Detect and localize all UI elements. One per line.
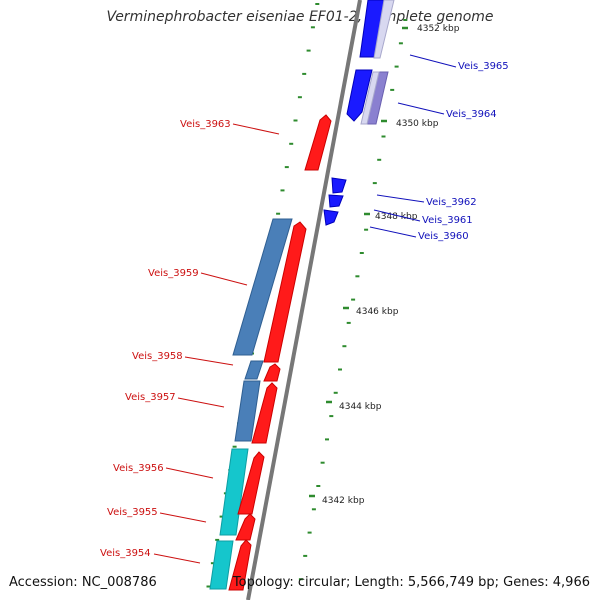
genome-title: Verminephrobacter eiseniae EF01-2, compl… <box>106 9 494 25</box>
label-leader <box>165 467 214 479</box>
gene-block[interactable] <box>219 448 249 536</box>
label-leader <box>409 54 457 68</box>
position-label-4352: 4352 kbp <box>417 24 460 34</box>
gene-block[interactable] <box>234 380 261 442</box>
gene-label-veis-3962[interactable]: Veis_3962 <box>426 197 477 208</box>
gene-block[interactable] <box>244 360 264 380</box>
label-leader <box>373 209 421 222</box>
position-label-4348: 4348 kbp <box>375 212 418 222</box>
gene-block[interactable] <box>360 71 380 125</box>
gene-arrow-veis-3963[interactable] <box>304 114 332 171</box>
gene-arrow-veis-3956[interactable] <box>237 451 265 515</box>
label-leader <box>200 272 248 286</box>
gene-label-veis-3961[interactable]: Veis_3961 <box>422 215 473 226</box>
label-leader <box>159 512 207 523</box>
label-leader <box>376 194 425 203</box>
gene-label-veis-3965[interactable]: Veis_3965 <box>458 61 509 72</box>
gene-arrow-veis-3960[interactable] <box>323 209 339 226</box>
gene-label-veis-3957[interactable]: Veis_3957 <box>125 392 176 403</box>
forward-context-track <box>232 218 293 442</box>
cyan-track <box>209 448 249 590</box>
label-leader <box>184 356 234 366</box>
accession-label: Accession: NC_008786 <box>9 575 157 590</box>
gene-arrow-veis-3959[interactable] <box>263 221 307 363</box>
gene-label-veis-3955[interactable]: Veis_3955 <box>107 507 158 518</box>
label-leader <box>369 226 417 238</box>
gene-label-veis-3959[interactable]: Veis_3959 <box>148 268 199 279</box>
right-tick-track <box>298 19 408 581</box>
gene-block[interactable] <box>209 540 234 590</box>
gene-arrow-veis-3957[interactable] <box>251 382 278 444</box>
forward-gene-track <box>228 114 332 591</box>
label-leader <box>153 553 201 564</box>
position-marks: 4352 kbp 4350 kbp 4348 kbp 4346 kbp 4344… <box>309 24 460 506</box>
label-leader <box>177 397 225 408</box>
label-leader <box>232 123 280 135</box>
gene-arrow-veis-3961[interactable] <box>328 194 344 208</box>
gene-label-veis-3958[interactable]: Veis_3958 <box>132 351 183 362</box>
reverse-gene-labels: Veis_3965 Veis_3964 Veis_3962 Veis_3961 … <box>369 54 509 242</box>
genome-backbone <box>246 0 362 600</box>
gene-arrow-veis-3962[interactable] <box>331 177 347 194</box>
position-label-4350: 4350 kbp <box>396 119 439 129</box>
gene-arrow-veis-3964[interactable] <box>346 69 373 122</box>
gene-block[interactable] <box>232 218 293 356</box>
gene-label-veis-3960[interactable]: Veis_3960 <box>418 231 469 242</box>
position-label-4342: 4342 kbp <box>322 496 365 506</box>
label-leader <box>397 102 445 115</box>
topology-summary: Topology: circular; Length: 5,566,749 bp… <box>232 575 590 590</box>
reverse-gene-track <box>323 0 395 226</box>
position-label-4344: 4344 kbp <box>339 402 382 412</box>
gene-arrow-veis-3958[interactable] <box>263 363 281 382</box>
gene-label-veis-3964[interactable]: Veis_3964 <box>446 109 497 120</box>
gene-block[interactable] <box>373 0 395 59</box>
position-label-4346: 4346 kbp <box>356 307 399 317</box>
gene-arrow-veis-3955[interactable] <box>235 513 256 541</box>
gene-label-veis-3956[interactable]: Veis_3956 <box>113 463 164 474</box>
forward-gene-labels: Veis_3963 Veis_3959 Veis_3958 Veis_3957 … <box>100 119 280 564</box>
gene-label-veis-3963[interactable]: Veis_3963 <box>180 119 231 130</box>
gene-label-veis-3954[interactable]: Veis_3954 <box>100 548 151 559</box>
gene-arrow-veis-3954[interactable] <box>228 539 252 591</box>
